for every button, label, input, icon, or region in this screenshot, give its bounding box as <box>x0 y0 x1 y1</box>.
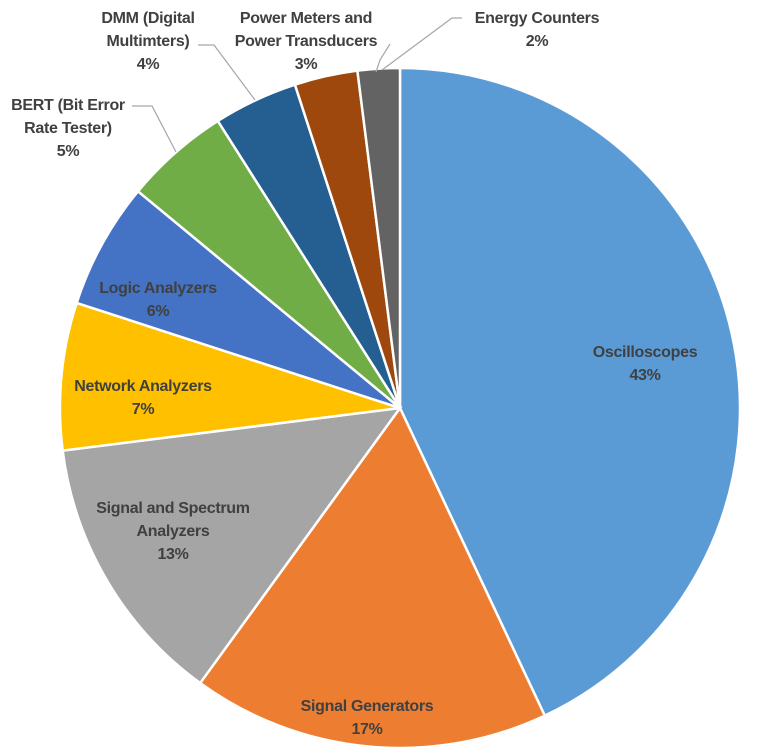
data-label: Logic Analyzers 6% <box>68 277 248 323</box>
value-label: 7% <box>131 401 155 418</box>
category-label: Energy Counters <box>474 10 600 27</box>
pie-slice <box>58 301 401 453</box>
category-label: Signal Generators <box>300 698 434 715</box>
data-label: Oscilloscopes 43% <box>565 341 725 387</box>
category-label: Logic Analyzers <box>99 280 217 297</box>
value-label: 5% <box>56 143 80 160</box>
data-label: Signal and Spectrum Analyzers 13% <box>83 497 263 566</box>
data-label: Signal Generators 17% <box>267 695 467 741</box>
category-label: Network Analyzers <box>74 378 212 395</box>
category-label: DMM (Digital Multimters) <box>101 10 195 50</box>
pie-slice <box>75 189 401 410</box>
value-label: 4% <box>136 56 160 73</box>
data-label: DMM (Digital Multimters) 4% <box>93 7 203 76</box>
value-label: 2% <box>525 33 549 50</box>
value-label: 43% <box>629 367 661 384</box>
value-label: 17% <box>351 721 383 738</box>
leader-line <box>132 105 177 153</box>
pie <box>58 66 742 750</box>
data-label: BERT (Bit Error Rate Tester) 5% <box>3 94 133 163</box>
value-label: 13% <box>157 546 189 563</box>
category-label: Power Meters and Power Transducers <box>234 10 378 50</box>
category-label: Signal and Spectrum Analyzers <box>96 500 250 540</box>
data-label: Network Analyzers 7% <box>53 375 233 421</box>
value-label: 6% <box>146 303 170 320</box>
value-label: 3% <box>294 56 318 73</box>
leader-line <box>381 17 462 71</box>
leader-line <box>198 44 256 101</box>
leader-line <box>375 43 391 73</box>
pie-slice <box>355 66 402 409</box>
leader-lines <box>132 17 462 153</box>
data-label: Power Meters and Power Transducers 3% <box>221 7 391 76</box>
data-label: Energy Counters 2% <box>457 7 617 53</box>
pie-slice <box>198 405 547 750</box>
category-label: BERT (Bit Error Rate Tester) <box>11 97 125 137</box>
pie-slice <box>398 66 742 718</box>
category-label: Oscilloscopes <box>592 344 698 361</box>
pie-slice <box>61 406 403 685</box>
